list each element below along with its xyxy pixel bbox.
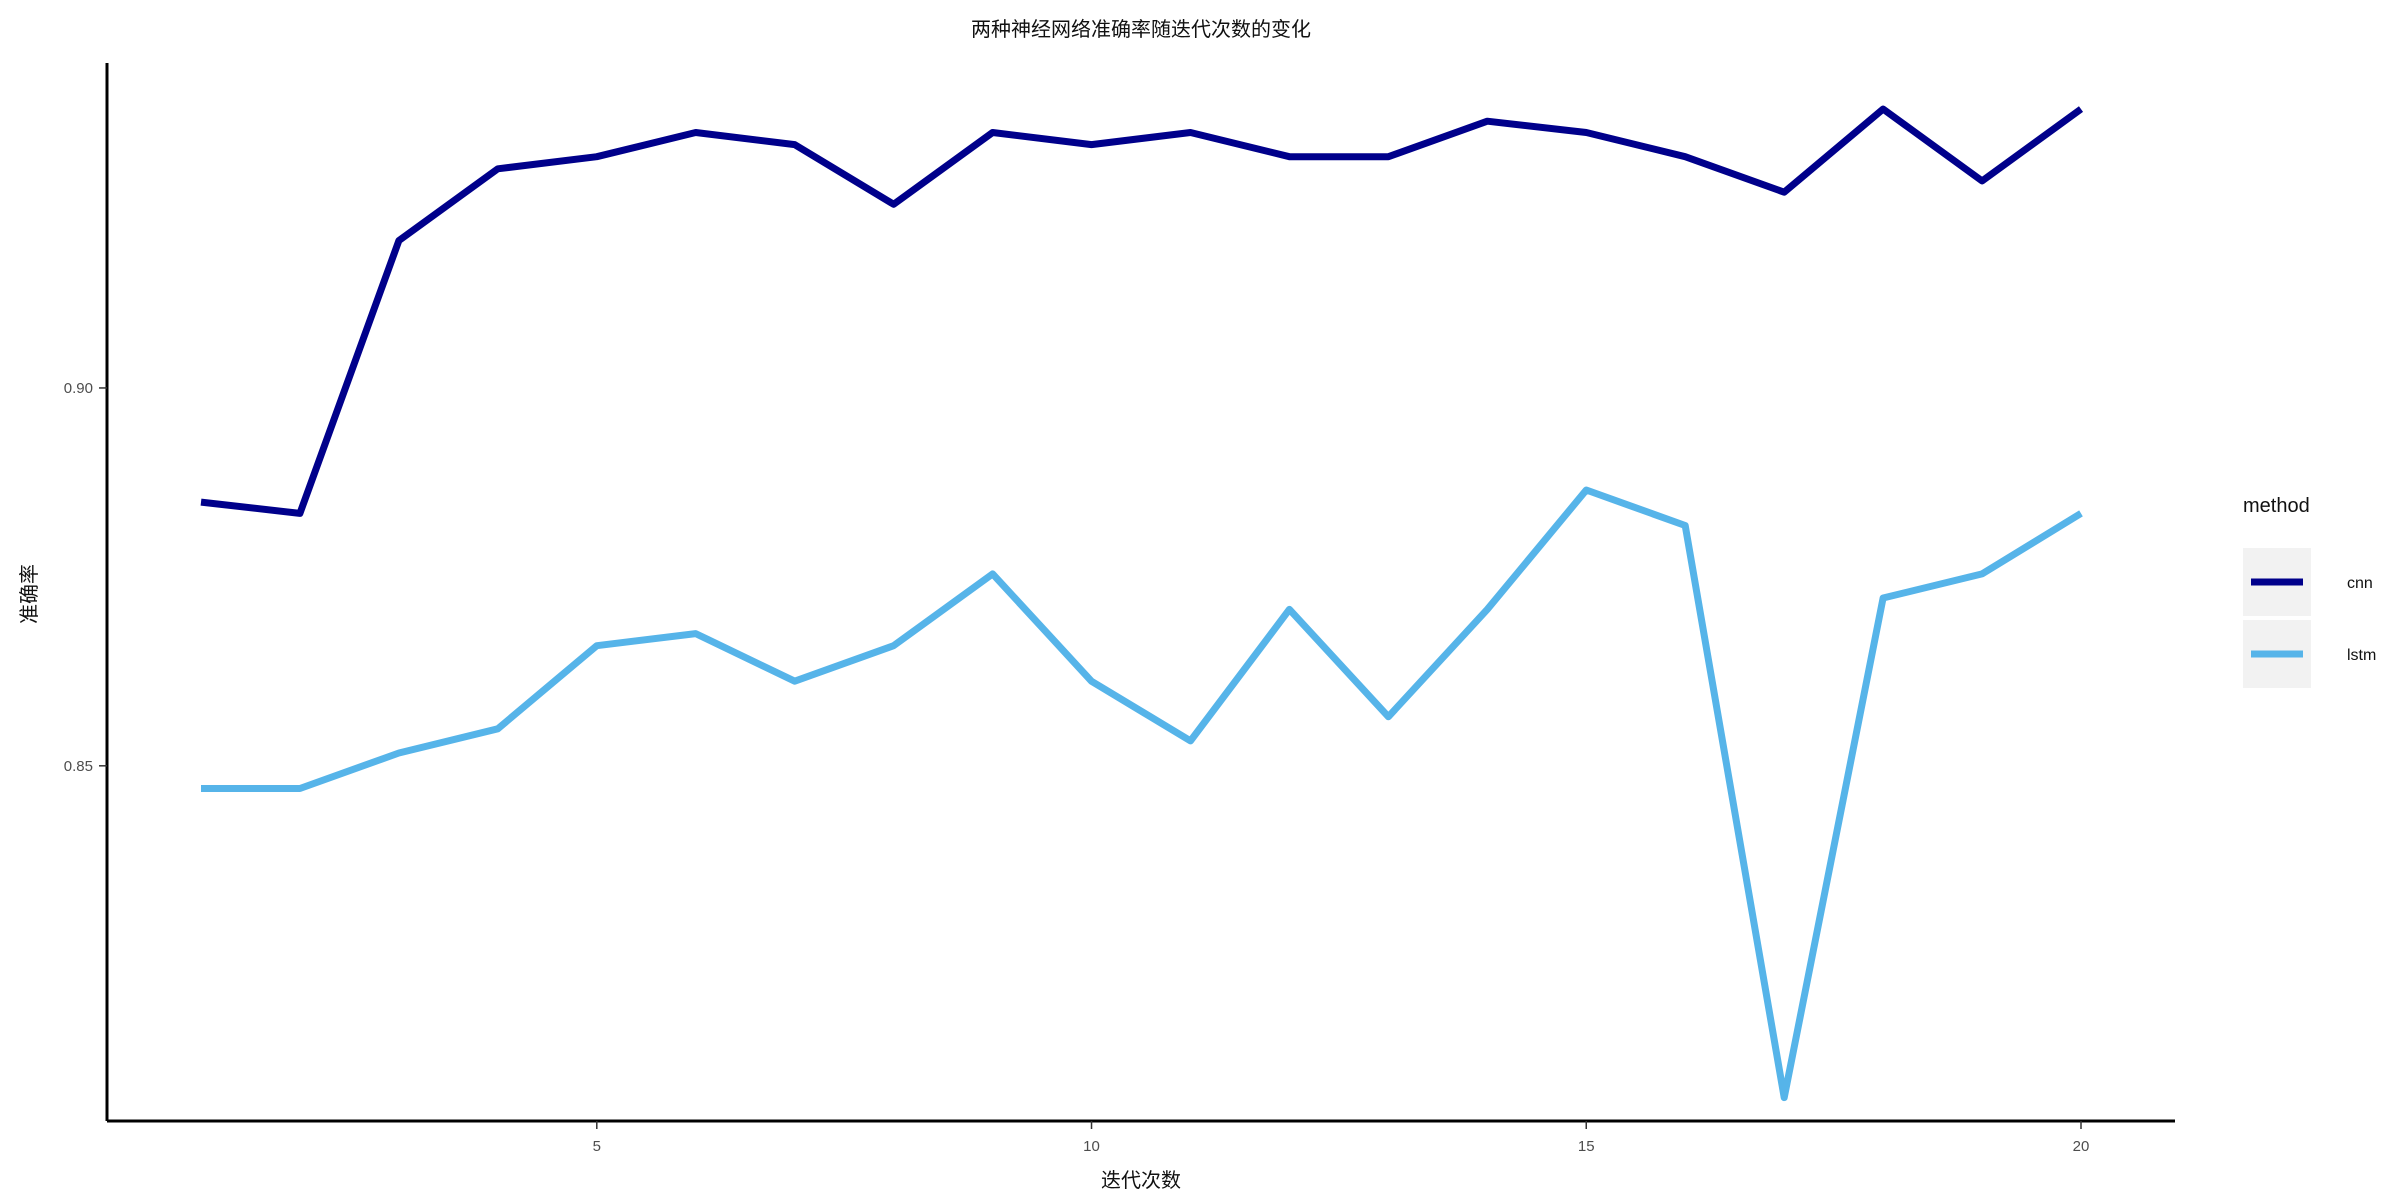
legend: method cnn lstm <box>2243 495 2376 688</box>
legend-label: cnn <box>2347 575 2373 592</box>
y-axis-title: 准确率 <box>17 564 41 624</box>
plot-area: 5 10 15 20 0.85 0.90 <box>64 63 2175 1155</box>
series-line-lstm <box>201 486 2083 1102</box>
legend-item-cnn: cnn <box>2243 548 2373 616</box>
series-line-cnn <box>200 105 2084 517</box>
series-layer <box>200 105 2084 1102</box>
x-axis-ticks: 5 10 15 20 <box>593 1121 2090 1155</box>
x-axis-title: 迭代次数 <box>1101 1168 1181 1192</box>
y-tick-label: 0.90 <box>64 380 93 397</box>
legend-label: lstm <box>2347 647 2376 664</box>
x-tick-label: 20 <box>2073 1138 2090 1155</box>
chart-title: 两种神经网络准确率随迭代次数的变化 <box>971 17 1311 41</box>
y-axis-ticks: 0.85 0.90 <box>64 380 107 775</box>
legend-item-lstm: lstm <box>2243 620 2376 688</box>
x-tick-label: 10 <box>1083 1138 1100 1155</box>
x-tick-label: 15 <box>1578 1138 1595 1155</box>
legend-title: method <box>2243 495 2310 517</box>
legend-items: cnn lstm <box>2243 548 2376 688</box>
x-tick-label: 5 <box>593 1138 601 1155</box>
y-tick-label: 0.85 <box>64 758 93 775</box>
